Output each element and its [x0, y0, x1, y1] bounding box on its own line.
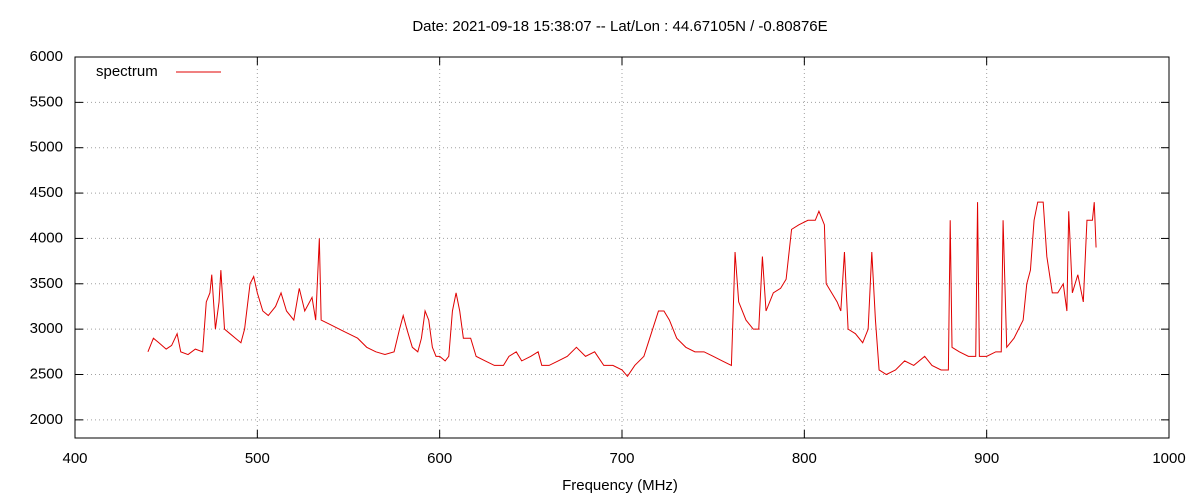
x-tick-label: 700 — [609, 450, 634, 467]
x-tick-label: 400 — [62, 450, 87, 467]
y-tick-label: 3000 — [30, 320, 63, 337]
x-tick-label: 500 — [245, 450, 270, 467]
y-tick-label: 4000 — [30, 229, 63, 246]
chart-title: Date: 2021-09-18 15:38:07 -- Lat/Lon : 4… — [412, 18, 827, 35]
y-tick-label: 5000 — [30, 139, 63, 156]
x-tick-label: 1000 — [1152, 450, 1185, 467]
y-tick-label: 2000 — [30, 411, 63, 428]
y-tick-label: 5500 — [30, 93, 63, 110]
y-tick-label: 3500 — [30, 275, 63, 292]
data-line — [147, 201, 1097, 378]
x-tick-label: 600 — [427, 450, 452, 467]
y-tick-label: 4500 — [30, 184, 63, 201]
x-tick-label: 800 — [792, 450, 817, 467]
plot-frame — [74, 56, 1170, 439]
y-tick-label: 6000 — [30, 48, 63, 65]
legend-label: spectrum — [96, 63, 158, 80]
x-tick-label: 900 — [974, 450, 999, 467]
x-axis-label: Frequency (MHz) — [562, 477, 678, 494]
y-tick-label: 2500 — [30, 365, 63, 382]
